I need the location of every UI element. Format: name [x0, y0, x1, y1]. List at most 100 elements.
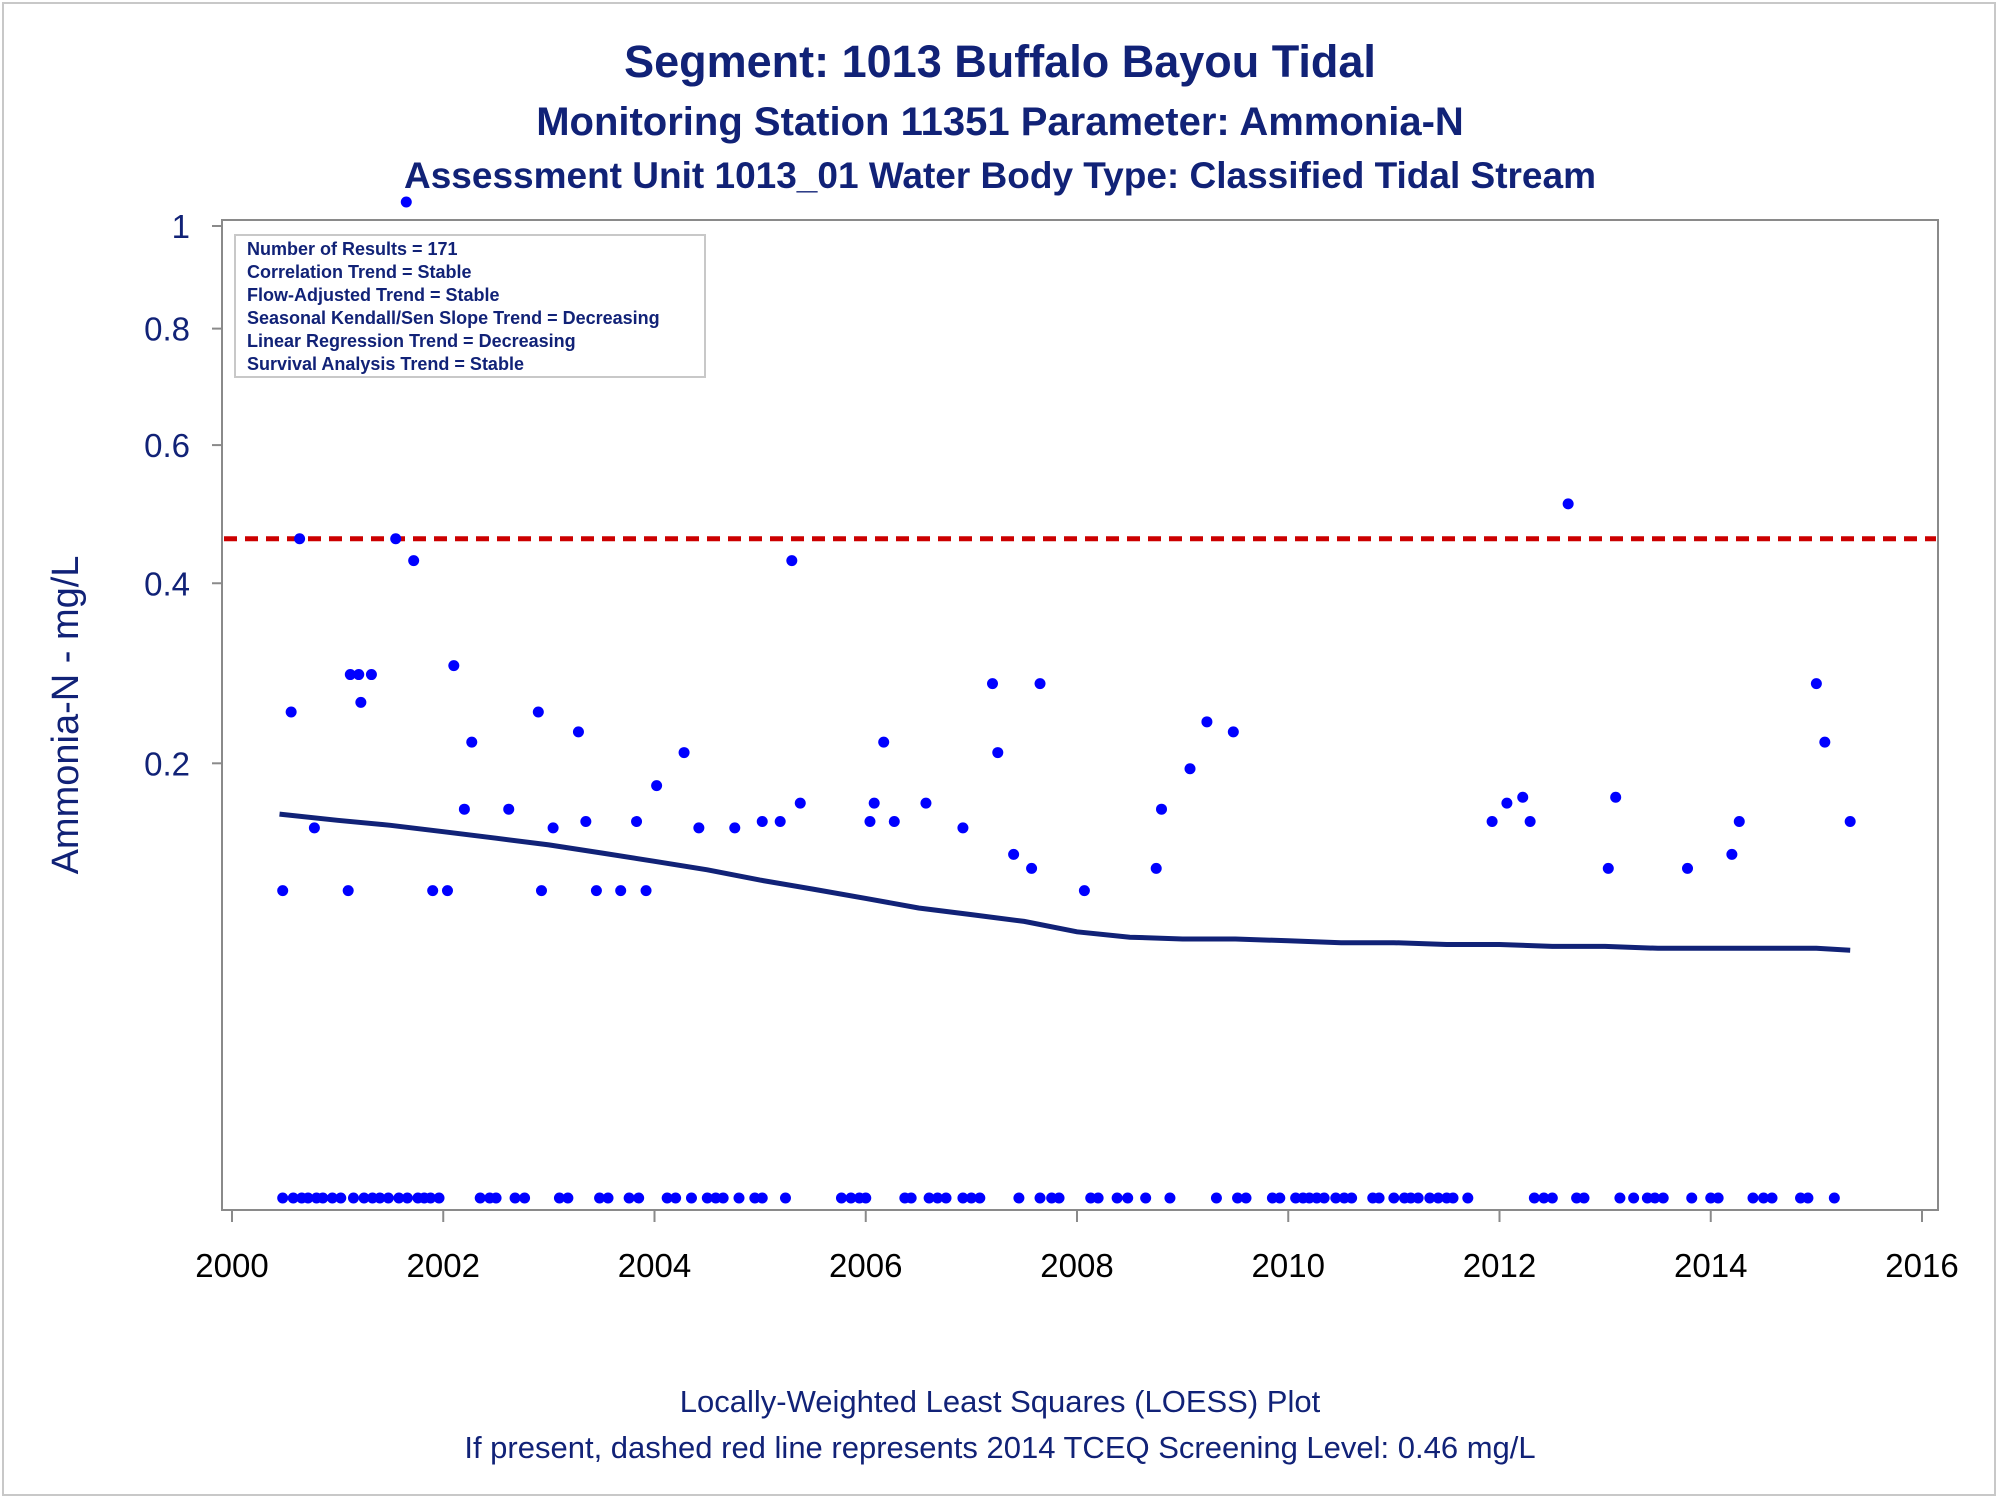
below-detection-point — [1164, 1192, 1176, 1204]
below-detection-point — [633, 1192, 645, 1204]
below-detection-point — [1578, 1192, 1590, 1204]
below-detection-point — [860, 1192, 872, 1204]
plot-area — [221, 219, 1939, 1211]
below-detection-point — [1412, 1192, 1424, 1204]
data-point — [365, 669, 377, 681]
below-detection-point — [335, 1192, 347, 1204]
below-detection-point — [1053, 1192, 1065, 1204]
data-point — [535, 885, 547, 897]
data-point — [294, 533, 306, 545]
below-detection-point — [623, 1192, 635, 1204]
data-point — [957, 822, 969, 834]
below-detection-point — [1614, 1192, 1626, 1204]
below-detection-point — [425, 1192, 437, 1204]
y-axis-label: Ammonia-N - mg/L — [45, 556, 87, 875]
data-point — [1034, 678, 1046, 690]
below-detection-point — [974, 1192, 986, 1204]
below-detection-point — [358, 1192, 370, 1204]
data-point — [1486, 816, 1498, 828]
data-point — [864, 816, 876, 828]
data-point — [1501, 797, 1513, 809]
below-detection-point — [965, 1192, 977, 1204]
below-detection-point — [733, 1192, 745, 1204]
below-detection-point — [374, 1192, 386, 1204]
chart-subtitle-station: Monitoring Station 11351 Parameter: Ammo… — [536, 100, 1464, 144]
data-point — [640, 885, 652, 897]
y-tick-label: 0.6 — [144, 427, 190, 464]
x-tick-label: 2008 — [1040, 1247, 1113, 1284]
below-detection-point — [1758, 1192, 1770, 1204]
data-point — [878, 736, 890, 748]
below-detection-point — [382, 1192, 394, 1204]
y-tick-label: 0.4 — [144, 565, 190, 602]
below-detection-point — [1111, 1192, 1123, 1204]
data-point — [678, 747, 690, 759]
x-tick-label: 2012 — [1463, 1247, 1536, 1284]
data-point — [920, 797, 932, 809]
x-tick-label: 2016 — [1885, 1247, 1958, 1284]
below-detection-point — [553, 1192, 565, 1204]
data-point — [448, 660, 460, 672]
chart-title: Segment: 1013 Buffalo Bayou Tidal — [624, 36, 1376, 87]
data-point — [532, 706, 544, 718]
data-point — [987, 678, 998, 690]
stats-flow-adjusted-trend: Flow-Adjusted Trend = Stable — [247, 285, 500, 305]
below-detection-point — [1140, 1192, 1152, 1204]
y-tick-label: 0.8 — [144, 311, 190, 348]
data-point — [888, 816, 900, 828]
data-point — [1610, 791, 1622, 803]
data-point — [729, 822, 741, 834]
data-point — [408, 555, 420, 567]
data-point — [1726, 848, 1738, 860]
below-detection-point — [393, 1192, 405, 1204]
x-tick-label: 2014 — [1674, 1247, 1747, 1284]
below-detection-point — [1210, 1192, 1222, 1204]
data-point — [344, 669, 356, 681]
data-point — [631, 816, 643, 828]
data-point — [1150, 862, 1162, 874]
x-tick-label: 2000 — [195, 1247, 268, 1284]
x-axis: 2000 2002 2004 2006 2008 2010 2012 2014 2016 — [195, 1210, 1959, 1284]
footnote-loess: Locally-Weighted Least Squares (LOESS) P… — [679, 1384, 1321, 1419]
below-detection-point — [1388, 1192, 1400, 1204]
data-point — [1562, 498, 1574, 510]
data-point — [441, 885, 453, 897]
data-point — [1156, 803, 1167, 815]
data-point — [547, 822, 559, 834]
below-detection-point — [302, 1192, 314, 1204]
below-detection-point — [1828, 1192, 1840, 1204]
data-point — [1008, 848, 1020, 860]
stats-seasonal-kendall-trend: Seasonal Kendall/Sen Slope Trend = Decre… — [247, 308, 660, 328]
below-detection-point — [1232, 1192, 1244, 1204]
stats-number-of-results: Number of Results = 171 — [247, 239, 458, 259]
below-detection-point — [1686, 1192, 1698, 1204]
below-detection-points — [277, 1192, 1840, 1204]
below-detection-point — [845, 1192, 857, 1204]
data-point — [590, 885, 602, 897]
y-axis: 0.2 0.4 0.6 0.8 1 — [144, 208, 222, 782]
below-detection-point — [756, 1192, 768, 1204]
below-detection-point — [1122, 1192, 1134, 1204]
data-point — [1227, 726, 1239, 738]
below-detection-point — [779, 1192, 791, 1204]
below-detection-point — [1432, 1192, 1444, 1204]
stats-correlation-trend: Correlation Trend = Stable — [247, 262, 472, 282]
below-detection-point — [326, 1192, 338, 1204]
stats-survival-analysis-trend: Survival Analysis Trend = Stable — [247, 354, 524, 374]
below-detection-point — [923, 1192, 935, 1204]
below-detection-point — [1447, 1192, 1459, 1204]
data-point — [390, 533, 402, 545]
below-detection-point — [1712, 1192, 1724, 1204]
below-detection-point — [401, 1192, 413, 1204]
below-detection-point — [1424, 1192, 1436, 1204]
below-detection-point — [957, 1192, 969, 1204]
below-detection-point — [932, 1192, 944, 1204]
data-point — [277, 885, 289, 897]
data-point — [1602, 862, 1614, 874]
below-detection-point — [1462, 1192, 1474, 1204]
below-detection-point — [519, 1192, 531, 1204]
stats-box: Number of Results = 171 Correlation Tren… — [234, 234, 706, 378]
data-point — [1733, 816, 1745, 828]
data-point — [992, 747, 1004, 759]
